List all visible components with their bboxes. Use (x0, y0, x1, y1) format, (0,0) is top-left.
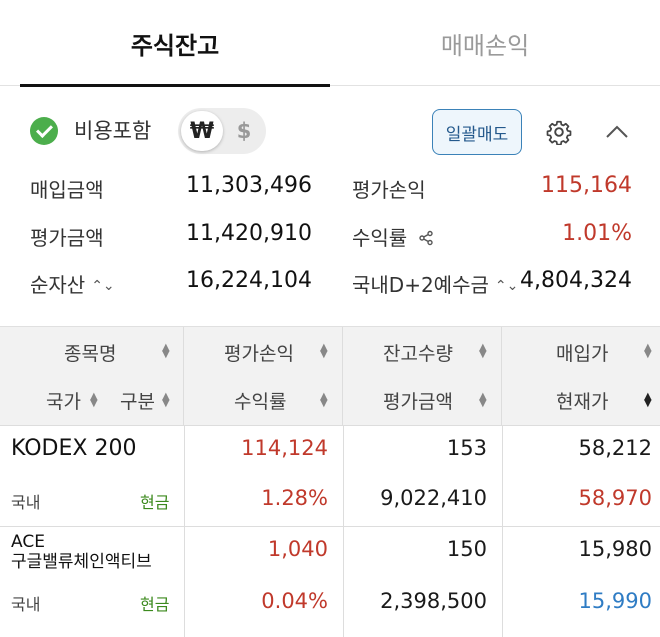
deposit-text: 국내D+2예수금 (352, 273, 489, 297)
quantity: 150 (446, 537, 487, 561)
net-assets-value: 16,224,104 (186, 268, 312, 293)
stock-country: 국내 (11, 493, 41, 512)
stock-type: 현금 (140, 493, 170, 512)
include-fees-label[interactable]: 비용포함 (74, 119, 152, 143)
stock-name-line2: 구글밸류체인액티브 (11, 552, 152, 572)
header-type[interactable]: 구분 (120, 391, 155, 413)
tab-trading-pl[interactable]: 매매손익 (440, 31, 530, 60)
sort-icon[interactable]: ▲ ▼ (162, 342, 170, 360)
net-assets-text: 순자산 (30, 273, 86, 297)
usd-option[interactable]: $ (236, 119, 252, 143)
header-qty-column: 잔고수량 ▲ ▼ 평가금액 ▲ ▼ (343, 327, 502, 425)
purchase-amount-value: 11,303,496 (186, 173, 312, 198)
header-return-rate[interactable]: 수익률 (234, 391, 287, 413)
deposit-label[interactable]: 국내D+2예수금 ⌃⌄ (352, 269, 518, 298)
sort-icon[interactable]: ▲ ▼ (90, 391, 98, 409)
header-name-column: 종목명 ▲ ▼ 국가 ▲ ▼ 구분 ▲ ▼ (0, 327, 184, 425)
sort-icon[interactable]: ▲ ▼ (320, 342, 328, 360)
return-rate: 0.04% (261, 589, 328, 613)
eval-pl-value: 115,164 (541, 173, 632, 198)
won-option[interactable]: ₩ (181, 111, 223, 151)
tab-stock-balance[interactable]: 주식잔고 (20, 0, 330, 87)
header-current-price[interactable]: 현재가 (556, 391, 609, 413)
sort-icon[interactable]: ▲ ▼ (162, 391, 170, 409)
stock-country: 국내 (11, 595, 41, 614)
purchase-amount-label: 매입금액 (30, 178, 104, 202)
sort-icon[interactable]: ▲ ▼ (644, 391, 652, 409)
bulk-sell-button[interactable]: 일괄매도 (432, 109, 522, 155)
quantity: 153 (446, 436, 487, 460)
header-quantity[interactable]: 잔고수량 (383, 343, 453, 365)
header-name[interactable]: 종목명 (64, 343, 117, 365)
current-price: 15,990 (578, 589, 652, 613)
header-pl-column: 평가손익 ▲ ▼ 수익률 ▲ ▼ (184, 327, 343, 425)
eval-amount-value: 11,420,910 (186, 221, 312, 246)
eval-amount-label: 평가금액 (30, 226, 104, 250)
eval-amount: 9,022,410 (380, 486, 487, 510)
currency-toggle[interactable]: ₩ $ (178, 108, 266, 154)
stock-name: ACE (11, 532, 45, 552)
check-circle-icon[interactable] (30, 117, 58, 145)
gear-icon[interactable] (546, 119, 572, 145)
eval-pl: 1,040 (267, 537, 328, 561)
return-rate-value: 1.01% (562, 221, 632, 246)
chevron-up-icon[interactable] (604, 121, 630, 143)
table-row[interactable]: ACE 구글밸류체인액티브 국내 현금 1,040 0.04% 150 2,39… (0, 526, 660, 637)
sort-updown-icon: ⌃⌄ (91, 278, 115, 294)
eval-amount: 2,398,500 (380, 589, 487, 613)
holdings-table: 종목명 ▲ ▼ 국가 ▲ ▼ 구분 ▲ ▼ 평가손익 ▲ ▼ 수익률 ▲ ▼ 잔고수량 ▲… (0, 326, 660, 637)
table-row[interactable]: KODEX 200 국내 현금 114,124 1.28% 153 9,022,… (0, 425, 660, 526)
header-eval-amount[interactable]: 평가금액 (383, 391, 453, 413)
header-price-column: 매입가 ▲ ▼ 현재가 ▲ ▼ (502, 327, 660, 425)
sort-updown-icon: ⌃⌄ (494, 278, 519, 294)
stock-type: 현금 (140, 595, 170, 614)
deposit-value: 4,804,324 (520, 268, 632, 293)
header-eval-pl[interactable]: 평가손익 (224, 343, 294, 365)
return-rate: 1.28% (261, 486, 328, 510)
return-rate-text: 수익률 (352, 226, 408, 250)
eval-pl: 114,124 (241, 436, 328, 460)
sort-icon[interactable]: ▲ ▼ (644, 342, 652, 360)
share-icon[interactable] (418, 230, 434, 246)
sort-icon[interactable]: ▲ ▼ (320, 391, 328, 409)
tab-bar: 주식잔고 매매손익 (0, 0, 660, 87)
header-country[interactable]: 국가 (46, 391, 81, 413)
sort-icon[interactable]: ▲ ▼ (479, 342, 487, 360)
current-price: 58,970 (578, 486, 652, 510)
stock-name: KODEX 200 (11, 436, 137, 461)
eval-pl-label: 평가손익 (352, 178, 426, 202)
buy-price: 58,212 (578, 436, 652, 460)
options-row: 비용포함 ₩ $ 일괄매도 (0, 100, 660, 162)
sort-icon[interactable]: ▲ ▼ (479, 391, 487, 409)
return-rate-label[interactable]: 수익률 (352, 222, 434, 251)
buy-price: 15,980 (578, 537, 652, 561)
header-buy-price[interactable]: 매입가 (556, 343, 609, 365)
net-assets-label[interactable]: 순자산 ⌃⌄ (30, 269, 115, 298)
